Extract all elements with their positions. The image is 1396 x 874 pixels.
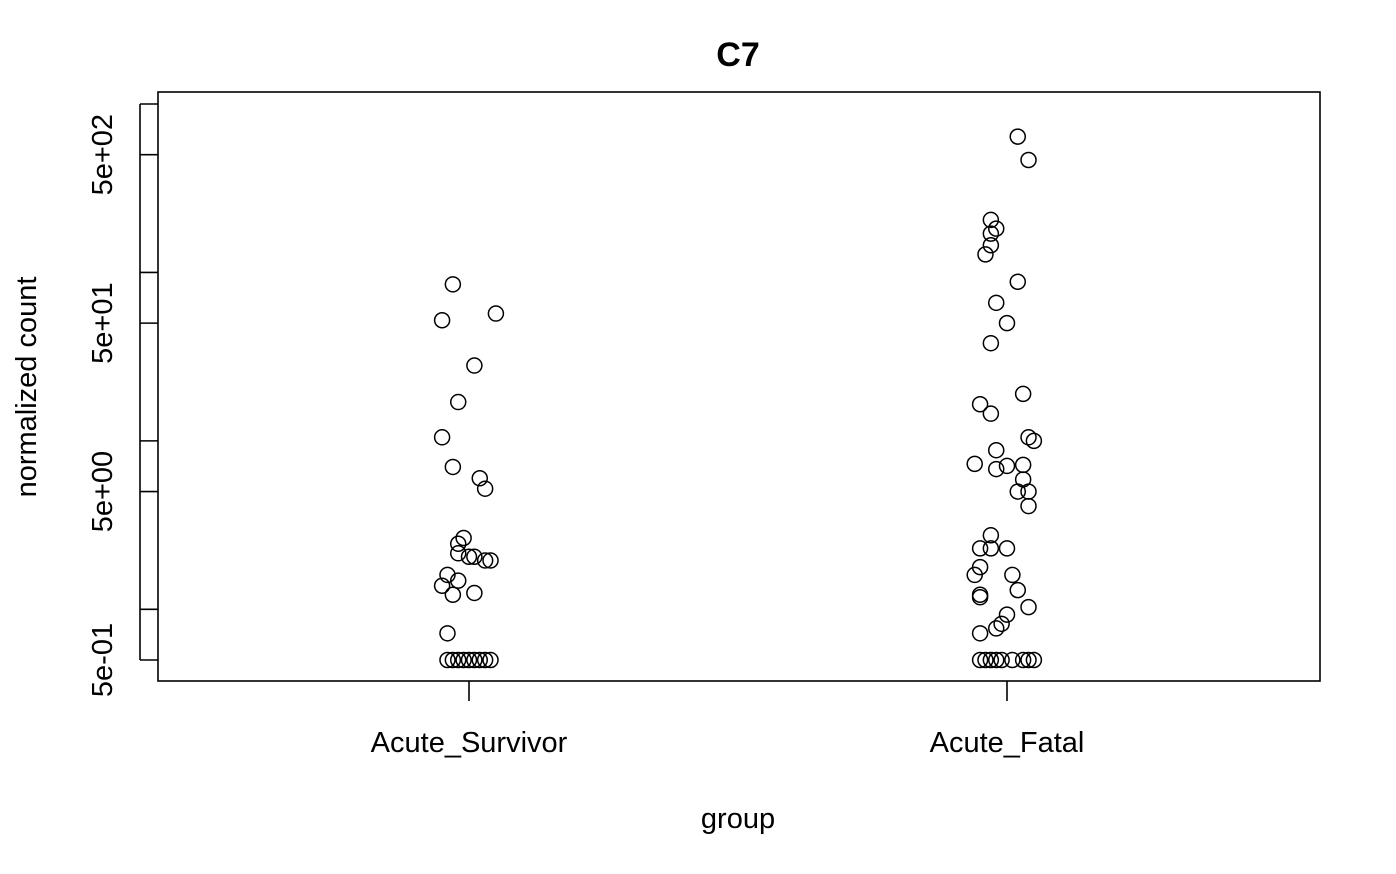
y-axis-label: normalized count [11,277,43,498]
x-tick-label: Acute_Fatal [930,727,1085,759]
data-point [982,211,1000,229]
data-point [460,548,478,566]
data-point [982,334,1000,352]
y-tick-label: 5e+02 [87,114,119,195]
data-point [1009,128,1027,145]
data-point [966,566,983,584]
x-tick-label: Acute_Survivor [371,727,568,759]
y-tick-label: 5e+01 [87,282,119,363]
data-point [1014,385,1032,403]
data-point [998,606,1016,623]
data-point [982,540,1000,557]
data-point [982,527,1000,544]
data-point [449,535,467,552]
data-point [1020,598,1037,616]
data-point [987,220,1005,237]
data-point [982,651,1000,669]
data-point [482,552,499,569]
data-point [998,540,1016,557]
data-point [971,540,989,557]
data-point [476,480,494,497]
data-point [1020,497,1037,515]
data-point [1009,273,1027,291]
data-point [1009,581,1027,599]
data-point [987,460,1005,478]
data-points [433,128,1043,669]
data-point [466,584,483,602]
data-point [439,625,456,642]
data-point [449,572,467,589]
plot-frame [157,91,1321,682]
data-point [449,651,467,669]
data-point [466,651,483,669]
y-tick-label: 5e-01 [87,623,119,697]
data-point [433,429,451,446]
data-point [455,651,472,669]
data-point [982,237,1000,254]
data-point [439,566,456,584]
data-point [971,625,989,642]
data-point [993,615,1010,633]
data-point [971,651,989,669]
chart-title: C7 [716,36,759,74]
data-point [1014,651,1032,669]
data-point [449,393,467,411]
data-point [1020,651,1037,669]
x-axis: Acute_Survivor Acute_Fatal [371,681,1085,759]
data-point [987,620,1005,637]
data-point [487,305,505,322]
data-point [482,651,499,669]
data-point [460,651,478,669]
data-point [433,312,451,329]
data-point [1020,483,1037,500]
data-point [449,545,467,562]
data-point [971,588,989,606]
data-point [1004,651,1021,669]
data-point [471,469,489,487]
data-point [998,457,1016,475]
y-axis: 5e-01 5e+00 5e+01 5e+02 [87,103,158,697]
data-point [1004,566,1021,584]
data-point [476,651,494,669]
data-point [987,441,1005,459]
data-point [1025,651,1043,669]
data-point [998,314,1016,332]
data-point [466,548,483,566]
data-point [444,276,462,293]
data-point [433,577,451,594]
y-tick-label: 5e+00 [87,451,119,532]
data-point [471,651,489,669]
data-point [987,294,1005,312]
data-point [993,651,1010,669]
data-point [476,552,494,569]
data-point [1025,432,1043,450]
data-point [439,651,456,669]
data-point [982,225,1000,242]
data-point [1020,429,1037,446]
data-point [966,455,983,473]
data-point [1009,483,1027,500]
data-point [444,458,462,476]
data-point [1020,151,1037,169]
data-point [977,246,994,263]
x-axis-label: group [701,803,775,835]
data-point [971,395,989,413]
data-point [444,651,462,669]
data-point [987,651,1005,669]
data-point [982,405,1000,422]
data-point [455,529,472,547]
data-point [444,586,462,604]
data-point [977,651,994,669]
data-point [466,357,483,374]
data-point [1014,456,1032,474]
